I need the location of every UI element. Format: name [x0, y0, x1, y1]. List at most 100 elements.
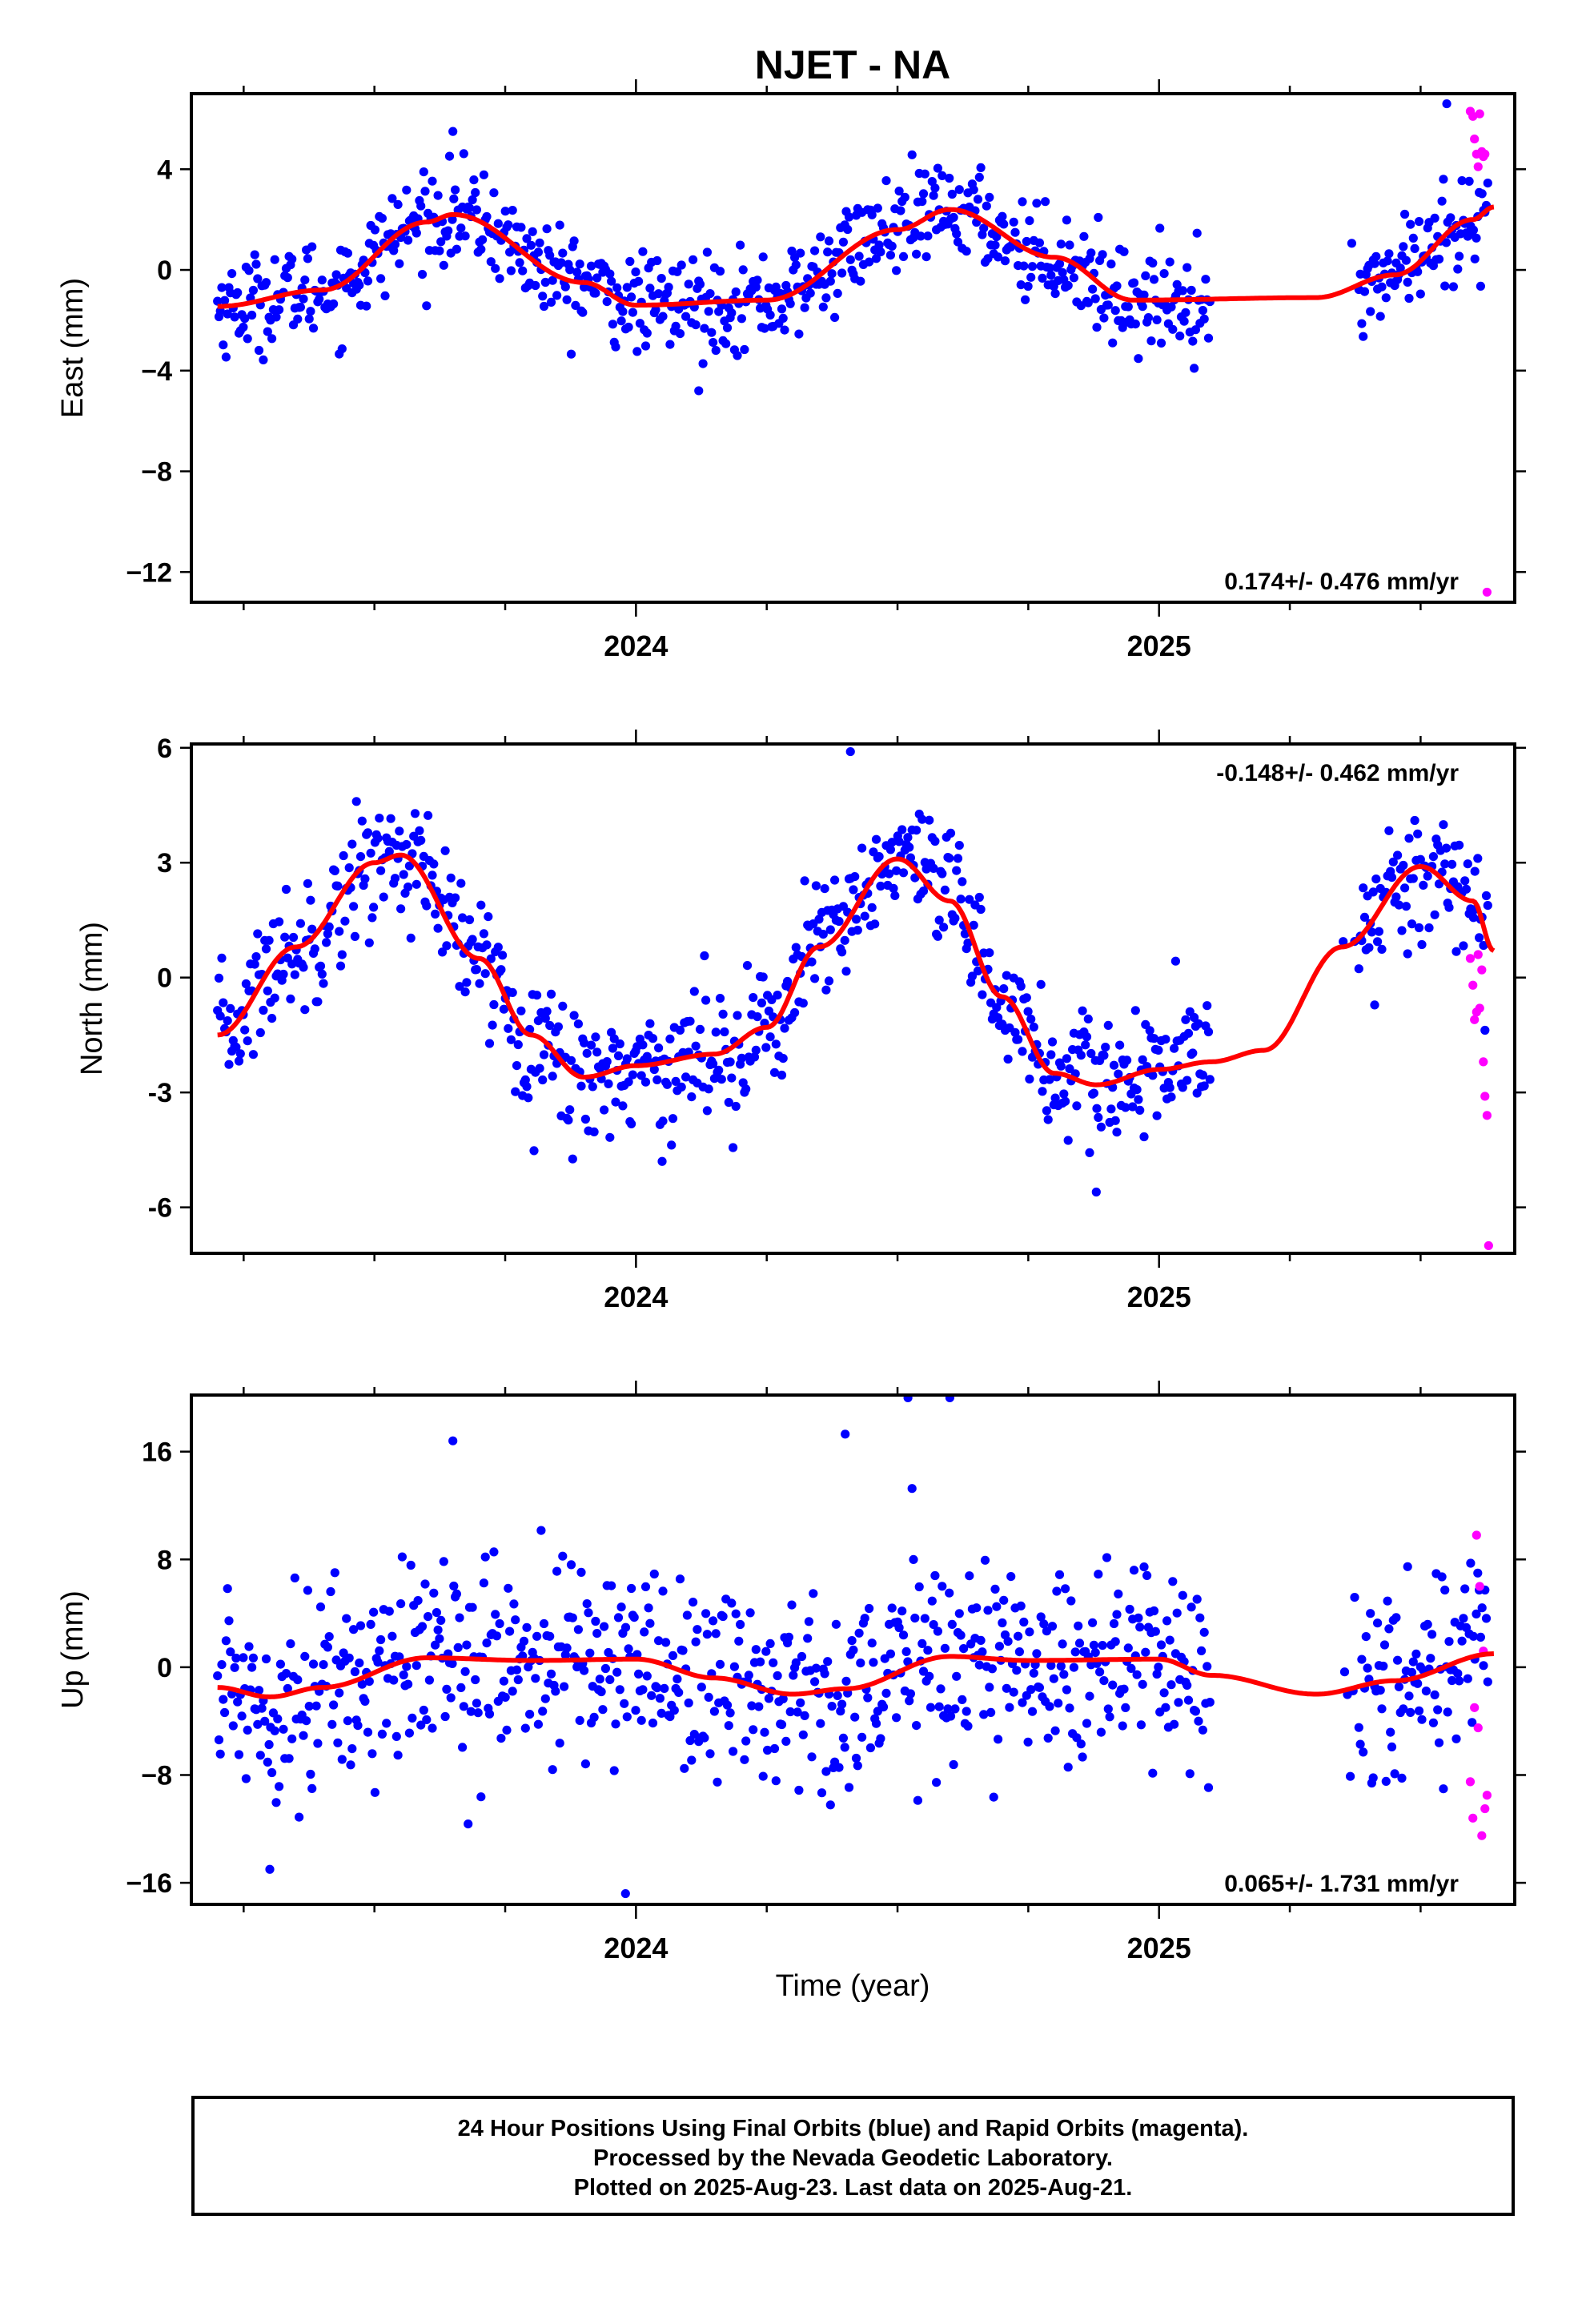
- final-orbit-point: [851, 915, 861, 924]
- rapid-orbit-point: [1473, 162, 1483, 171]
- final-orbit-point: [575, 259, 584, 269]
- final-orbit-point: [1400, 883, 1410, 893]
- final-orbit-point: [729, 1747, 738, 1756]
- final-orbit-point: [1072, 1101, 1082, 1111]
- final-orbit-point: [1132, 1670, 1142, 1679]
- final-orbit-point: [950, 914, 960, 923]
- final-orbit-point: [1401, 255, 1411, 265]
- final-orbit-point: [1029, 1022, 1038, 1032]
- y-tick-label: 3: [157, 848, 172, 879]
- final-orbit-point: [500, 207, 510, 216]
- final-orbit-point: [1381, 293, 1391, 303]
- final-orbit-point: [480, 1552, 490, 1562]
- final-orbit-point: [290, 1573, 299, 1582]
- final-orbit-point: [1168, 324, 1178, 334]
- final-orbit-point: [357, 1679, 367, 1689]
- x-tick-label: 2024: [604, 1281, 668, 1313]
- final-orbit-point: [267, 1014, 277, 1023]
- final-orbit-point: [1367, 927, 1376, 937]
- final-orbit-point: [810, 974, 820, 983]
- final-orbit-point: [1135, 1105, 1145, 1115]
- final-orbit-point: [1461, 884, 1472, 894]
- final-orbit-point: [1347, 239, 1356, 248]
- final-orbit-point: [612, 1667, 622, 1677]
- final-orbit-point: [420, 1579, 430, 1589]
- final-orbit-point: [531, 280, 540, 291]
- final-orbit-point: [290, 970, 299, 979]
- final-orbit-point: [468, 195, 477, 205]
- final-orbit-point: [493, 943, 503, 952]
- final-orbit-point: [1148, 1768, 1158, 1778]
- final-orbit-point: [264, 935, 274, 945]
- final-orbit-point: [685, 1016, 695, 1026]
- rapid-orbit-point: [1468, 111, 1478, 121]
- final-orbit-point: [700, 324, 709, 333]
- final-orbit-point: [1038, 1087, 1047, 1096]
- final-orbit-point: [335, 961, 346, 971]
- final-orbit-point: [299, 294, 308, 304]
- final-orbit-point: [1078, 1006, 1087, 1015]
- final-orbit-point: [938, 1582, 947, 1591]
- final-orbit-point: [1370, 1000, 1379, 1010]
- final-orbit-point: [1166, 302, 1176, 312]
- rapid-orbit-point: [1468, 1813, 1478, 1823]
- final-orbit-point: [905, 853, 915, 862]
- final-orbit-point: [253, 274, 263, 283]
- final-orbit-point: [1043, 1733, 1053, 1743]
- final-orbit-point: [1125, 1604, 1134, 1614]
- final-orbit-point: [459, 149, 468, 159]
- final-orbit-point: [533, 247, 544, 257]
- final-orbit-point: [540, 1014, 550, 1023]
- final-orbit-point: [419, 167, 428, 177]
- final-orbit-point: [1119, 247, 1129, 256]
- final-orbit-point: [1130, 1006, 1140, 1015]
- final-orbit-point: [476, 1792, 486, 1802]
- final-orbit-point: [293, 1675, 303, 1685]
- final-orbit-point: [1072, 1733, 1082, 1743]
- final-orbit-point: [1099, 1676, 1109, 1686]
- final-orbit-point: [275, 1782, 284, 1791]
- final-orbit-point: [244, 266, 254, 275]
- final-orbit-point: [355, 1621, 366, 1630]
- final-orbit-point: [820, 884, 829, 894]
- final-orbit-point: [1023, 1737, 1033, 1747]
- final-orbit-point: [727, 1598, 737, 1608]
- final-orbit-point: [435, 1634, 444, 1643]
- final-orbit-point: [580, 1666, 589, 1675]
- final-orbit-point: [834, 916, 844, 927]
- final-orbit-point: [373, 834, 383, 843]
- final-orbit-point: [1203, 333, 1214, 343]
- final-orbit-point: [261, 278, 271, 287]
- final-orbit-point: [807, 957, 817, 967]
- final-orbit-point: [1383, 256, 1392, 266]
- final-orbit-point: [299, 1731, 308, 1740]
- final-orbit-point: [255, 1751, 265, 1760]
- final-orbit-point: [329, 1700, 339, 1710]
- final-orbit-point: [1016, 981, 1026, 991]
- final-orbit-point: [319, 979, 328, 988]
- final-orbit-point: [566, 1055, 576, 1065]
- final-orbit-point: [346, 1760, 355, 1770]
- final-orbit-point: [1170, 1043, 1179, 1053]
- final-orbit-point: [917, 814, 927, 824]
- final-orbit-point: [1413, 1679, 1423, 1688]
- final-orbit-point: [628, 308, 638, 317]
- final-orbit-point: [821, 293, 831, 303]
- final-orbit-point: [571, 300, 580, 310]
- final-orbit-point: [1135, 1622, 1145, 1632]
- final-orbit-point: [1444, 1637, 1454, 1647]
- final-orbit-point: [1386, 1727, 1395, 1737]
- final-orbit-point: [963, 938, 973, 948]
- final-orbit-point: [1134, 1613, 1143, 1622]
- final-orbit-point: [876, 247, 885, 257]
- final-orbit-point: [939, 923, 949, 932]
- final-orbit-point: [849, 1645, 858, 1655]
- final-orbit-point: [833, 288, 842, 298]
- final-orbit-point: [741, 1084, 751, 1094]
- final-orbit-point: [1460, 876, 1470, 886]
- final-orbit-point: [660, 1683, 669, 1693]
- final-orbit-point: [962, 1707, 971, 1716]
- final-orbit-point: [355, 1659, 364, 1668]
- final-orbit-point: [907, 1484, 917, 1494]
